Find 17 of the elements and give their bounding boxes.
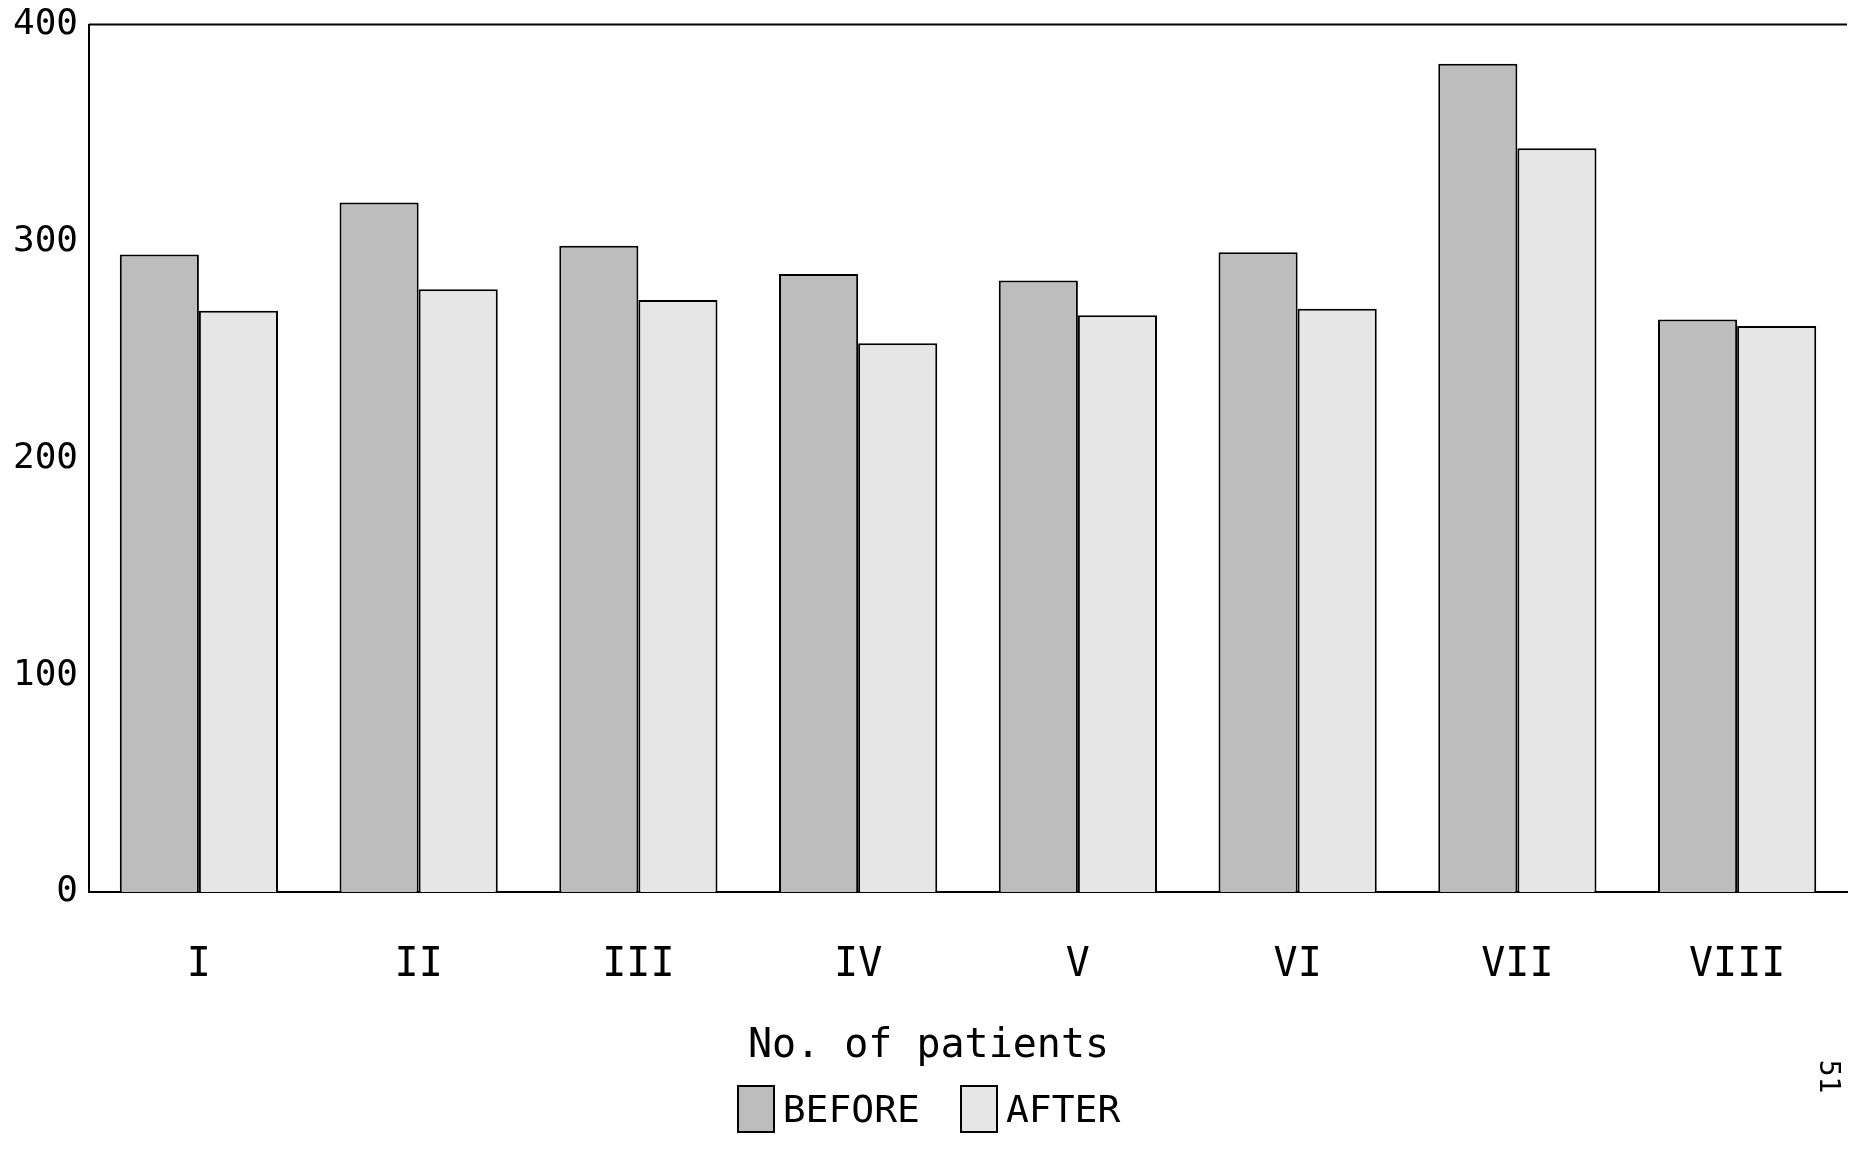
x-tick-label: VIII (1688, 939, 1786, 986)
y-tick-label: 400 (12, 0, 79, 42)
legend-label: AFTER (1005, 1087, 1121, 1131)
text: 51 (1813, 1059, 1847, 1094)
x-tick-label: I (186, 939, 211, 986)
y-tick-label: 200 (12, 434, 79, 476)
x-tick-label: II (394, 939, 443, 986)
x-tick-label: III (602, 939, 675, 986)
legend-label: BEFORE (782, 1087, 920, 1131)
y-tick-label: 300 (12, 217, 79, 259)
x-tick-label: V (1065, 939, 1090, 986)
y-tick-label: 100 (12, 651, 79, 693)
x-axis-title: No. of patients (747, 1020, 1110, 1066)
x-tick-label: VI (1273, 939, 1322, 986)
y-tick-label: 0 (56, 868, 79, 910)
x-tick-label: VII (1481, 939, 1554, 986)
x-tick-label: IV (834, 939, 883, 986)
